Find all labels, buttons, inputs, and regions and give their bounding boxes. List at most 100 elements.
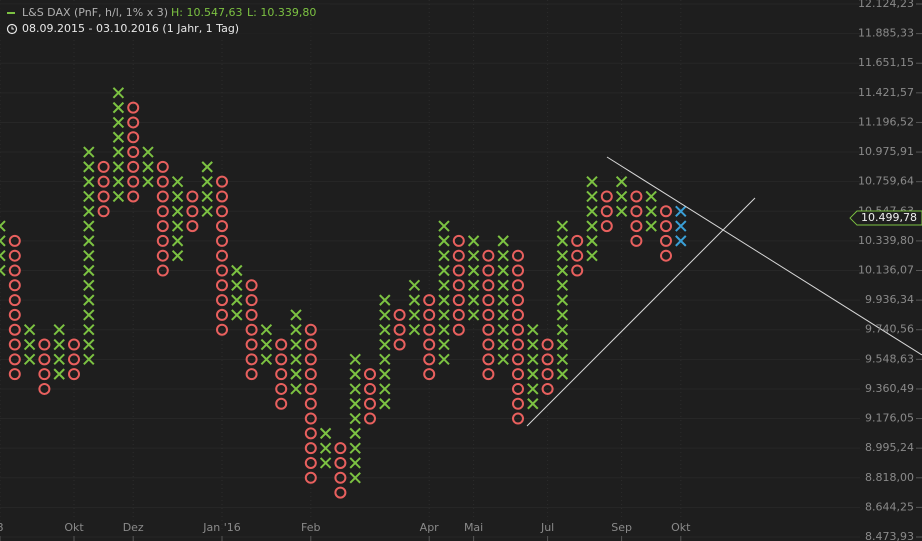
o-symbol xyxy=(423,368,436,381)
o-symbol xyxy=(364,412,376,425)
o-symbol xyxy=(304,427,317,440)
o-symbol xyxy=(38,368,51,381)
plot xyxy=(0,87,687,499)
o-column xyxy=(660,205,672,262)
o-symbol xyxy=(8,234,21,247)
x-column xyxy=(0,220,6,277)
x-column xyxy=(83,146,95,366)
o-symbol xyxy=(423,353,436,366)
x-symbol xyxy=(319,457,332,469)
x-symbol xyxy=(379,309,391,321)
o-symbol xyxy=(423,323,436,336)
o-symbol xyxy=(97,205,110,218)
x-symbol xyxy=(556,235,569,247)
x-symbol xyxy=(83,279,95,292)
x-symbol xyxy=(379,338,391,351)
x-symbol xyxy=(0,220,6,232)
o-symbol xyxy=(393,308,406,321)
clock-icon xyxy=(6,23,18,35)
o-column xyxy=(334,442,347,499)
x-symbol xyxy=(556,338,569,351)
o-symbol xyxy=(334,442,347,455)
x-symbol xyxy=(615,175,628,188)
x-symbol xyxy=(53,324,65,336)
x-column xyxy=(319,427,332,469)
x-symbol xyxy=(379,383,391,395)
o-symbol xyxy=(512,308,524,321)
o-symbol xyxy=(8,249,21,262)
o-column xyxy=(541,338,554,395)
y-tick-label: 10.136,07 xyxy=(858,263,914,276)
o-symbol xyxy=(630,205,643,218)
x-symbol xyxy=(645,205,657,217)
x-symbol xyxy=(83,235,95,247)
o-symbol xyxy=(452,323,465,336)
x-symbol xyxy=(556,368,569,380)
x-symbol xyxy=(83,249,95,262)
o-symbol xyxy=(512,382,524,395)
o-symbol xyxy=(304,412,317,425)
x-symbol xyxy=(83,175,95,188)
o-symbol xyxy=(245,294,258,307)
o-symbol xyxy=(127,146,140,159)
x-symbol xyxy=(201,161,213,173)
o-symbol xyxy=(275,382,288,395)
x-symbol xyxy=(467,249,480,262)
x-symbol xyxy=(83,309,95,321)
o-symbol xyxy=(512,294,524,307)
x-symbol xyxy=(467,309,480,321)
x-symbol xyxy=(438,279,450,292)
x-symbol xyxy=(556,309,569,321)
low-label: L: 10.339,80 xyxy=(247,6,316,19)
y-tick-label: 9.740,56 xyxy=(865,323,914,336)
o-symbol xyxy=(512,323,524,336)
o-column xyxy=(364,368,376,425)
y-tick-label: 12.124,23 xyxy=(858,0,914,10)
x-symbol xyxy=(675,205,687,217)
o-symbol xyxy=(452,294,465,307)
x-symbol xyxy=(556,324,569,336)
x-symbol xyxy=(83,190,95,203)
x-column xyxy=(53,324,65,380)
o-column xyxy=(393,308,406,351)
x-symbol xyxy=(23,338,36,351)
x-symbol xyxy=(586,175,598,188)
x-symbol xyxy=(290,353,302,366)
period: 08.09.2015 - 03.10.2016 (1 Jahr, 1 Tag) xyxy=(22,22,239,35)
y-tick-label: 9.548,63 xyxy=(865,352,914,365)
x-symbol xyxy=(201,175,213,188)
o-symbol xyxy=(482,368,495,381)
o-symbol xyxy=(156,175,169,188)
x-symbol xyxy=(83,264,95,277)
x-column xyxy=(171,175,184,262)
o-symbol xyxy=(541,382,554,395)
x-tick-label: Okt xyxy=(64,521,84,534)
o-symbol xyxy=(660,205,672,218)
x-symbol xyxy=(83,161,95,173)
o-symbol xyxy=(630,190,643,203)
o-symbol xyxy=(482,308,495,321)
x-column xyxy=(142,146,154,188)
y-tick-label: 9.936,34 xyxy=(865,293,914,306)
x-symbol xyxy=(53,368,65,380)
o-symbol xyxy=(660,249,672,262)
o-column xyxy=(304,323,317,484)
x-symbol xyxy=(556,249,569,262)
o-symbol xyxy=(127,101,140,114)
x-tick-label: 8 xyxy=(0,521,4,534)
o-symbol xyxy=(8,353,21,366)
x-symbol xyxy=(586,235,598,247)
x-symbol xyxy=(231,279,243,292)
x-symbol xyxy=(556,264,569,277)
y-tick-label: 8.644,25 xyxy=(865,500,914,513)
o-symbol xyxy=(127,160,140,173)
y-tick-label: 10.339,80 xyxy=(858,234,914,247)
o-symbol xyxy=(8,323,21,336)
x-symbol xyxy=(527,398,539,410)
y-tick-label: 11.885,33 xyxy=(858,27,914,40)
o-symbol xyxy=(245,308,258,321)
x-tick-label: Dez xyxy=(123,521,144,534)
y-tick-label: 8.473,93 xyxy=(865,530,914,541)
o-column xyxy=(630,190,643,247)
